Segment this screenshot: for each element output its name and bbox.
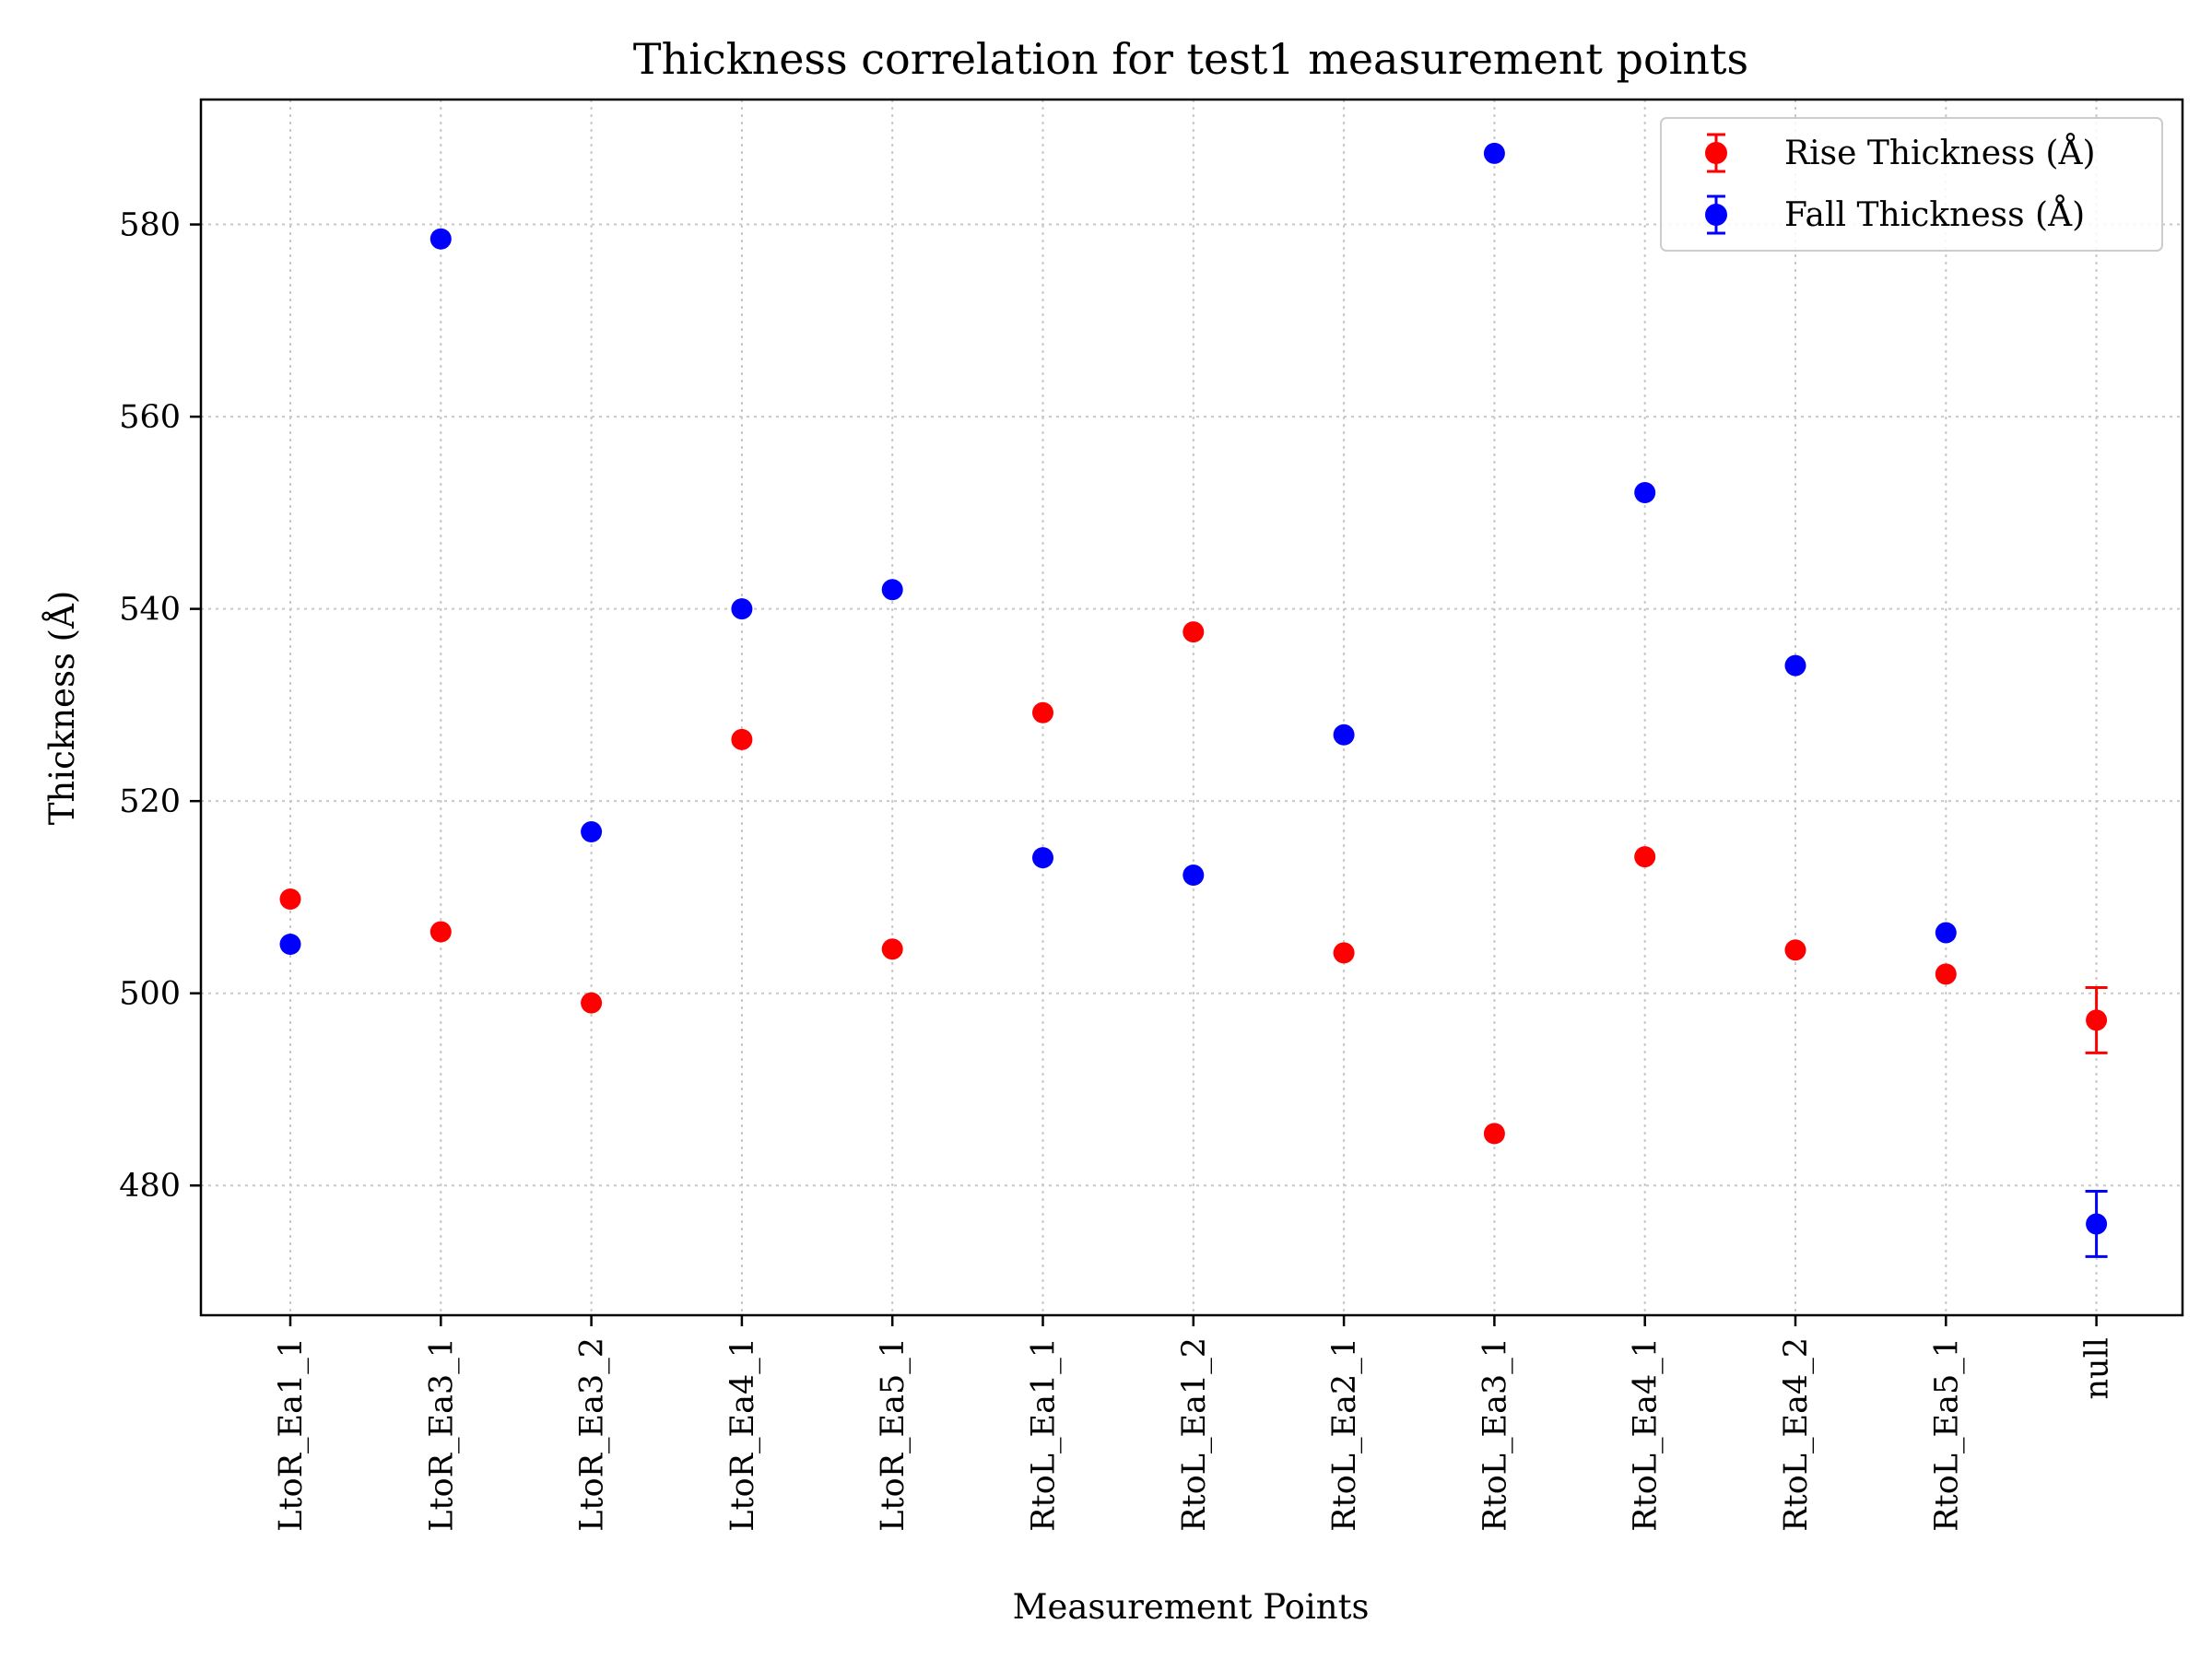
rise-point — [1483, 1123, 1505, 1145]
rise-point — [581, 992, 603, 1014]
rise-point — [1333, 942, 1355, 964]
rise-point — [279, 888, 301, 911]
x-tick-label: RtoL_Ea4_2 — [1778, 1337, 1815, 1532]
rise-point — [1634, 846, 1656, 868]
x-tick-label: LtoR_Ea4_1 — [724, 1337, 761, 1532]
plot-frame — [199, 98, 2184, 1317]
x-axis-ticks: LtoR_Ea1_1 LtoR_Ea3_1 LtoR_Ea3_2 LtoR_Ea4_1… — [273, 1315, 2116, 1532]
fall-point — [1784, 654, 1806, 677]
legend-fall-label: Fall Thickness (Å) — [1784, 195, 2085, 234]
x-tick-label: LtoR_Ea3_2 — [574, 1337, 611, 1532]
legend-box — [1660, 117, 2163, 252]
y-tick-label: 540 — [119, 592, 181, 629]
grid-lines — [201, 100, 2183, 1315]
fall-point — [731, 598, 753, 620]
chart-title: Thickness correlation for test1 measurem… — [633, 34, 1748, 84]
x-tick-label: LtoR_Ea3_1 — [423, 1337, 460, 1532]
x-tick-label: LtoR_Ea1_1 — [273, 1337, 310, 1532]
x-tick-label: null — [2079, 1337, 2116, 1399]
fall-point — [2086, 1213, 2108, 1235]
x-tick-label: LtoR_Ea5_1 — [875, 1337, 912, 1532]
rise-point — [731, 728, 753, 750]
legend-fall-marker — [1705, 204, 1727, 226]
fall-point — [1634, 481, 1656, 503]
rise-point — [1182, 621, 1205, 643]
y-tick-label: 580 — [119, 207, 181, 244]
fall-point — [1182, 864, 1205, 886]
fall-point — [429, 228, 452, 250]
plot-area — [201, 100, 2183, 1315]
y-tick-label: 500 — [119, 976, 181, 1013]
x-tick-label: RtoL_Ea1_1 — [1026, 1337, 1063, 1532]
x-tick-label: RtoL_Ea3_1 — [1477, 1337, 1513, 1532]
rise-point — [1784, 939, 1806, 961]
fall-point — [881, 579, 903, 601]
fall-point — [581, 821, 603, 843]
x-tick-label: RtoL_Ea5_1 — [1928, 1337, 1965, 1532]
y-tick-label: 560 — [119, 399, 181, 436]
fall-point — [1032, 847, 1053, 869]
y-tick-label: 520 — [119, 783, 181, 820]
data-points — [279, 142, 2108, 1258]
fall-point — [279, 934, 301, 956]
rise-point — [2086, 1009, 2108, 1031]
fall-point — [1333, 724, 1355, 746]
rise-point — [881, 938, 903, 960]
legend: Rise Thickness (Å) Fall Thickness (Å) — [1660, 117, 2163, 252]
fall-point — [1935, 922, 1957, 944]
rise-point — [1935, 963, 1957, 985]
legend-rise-marker — [1705, 142, 1727, 164]
fall-point — [1483, 142, 1505, 164]
rise-point — [429, 921, 452, 943]
rise-point — [1032, 701, 1053, 724]
legend-rise-label: Rise Thickness (Å) — [1784, 134, 2096, 172]
x-tick-label: RtoL_Ea2_1 — [1326, 1337, 1363, 1532]
y-axis-ticks: 480 500 520 540 560 580 — [119, 207, 201, 1205]
y-tick-label: 480 — [119, 1168, 181, 1205]
y-axis-label: Thickness (Å) — [41, 591, 82, 826]
x-tick-label: RtoL_Ea4_1 — [1628, 1337, 1665, 1532]
x-axis-label: Measurement Points — [1013, 1587, 1370, 1627]
x-tick-label: RtoL_Ea1_2 — [1176, 1337, 1213, 1532]
